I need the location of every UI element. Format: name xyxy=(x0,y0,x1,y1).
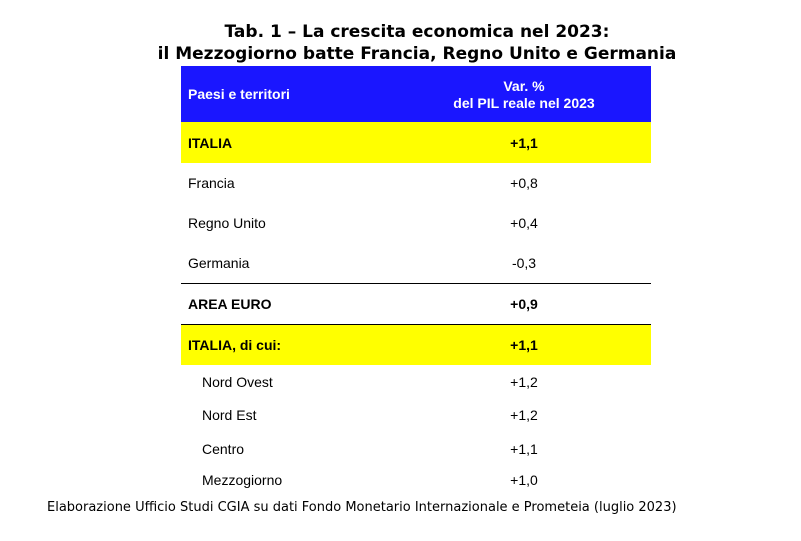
row-value: +1,2 xyxy=(510,374,538,390)
table-row-nord-ovest: Nord Ovest +1,2 xyxy=(181,365,651,399)
row-label: Nord Ovest xyxy=(202,374,273,390)
row-label: ITALIA xyxy=(188,134,233,151)
row-label: Regno Unito xyxy=(188,215,266,231)
row-value: +1,0 xyxy=(510,472,538,488)
row-label: ITALIA, di cui: xyxy=(188,337,282,353)
row-value: +1,1 xyxy=(510,337,538,353)
table-title-line-1: Tab. 1 – La crescita economica nel 2023: xyxy=(224,22,610,42)
row-label: Nord Est xyxy=(202,406,257,423)
table-row-regno-unito: Regno Unito +0,4 xyxy=(181,203,651,243)
source-note: Elaborazione Ufficio Studi CGIA su dati … xyxy=(47,500,677,515)
table-row-italia: ITALIA +1,1 xyxy=(181,122,651,163)
row-label: Francia xyxy=(188,175,235,191)
table-header: Paesi e territori Var. % del PIL reale n… xyxy=(181,66,651,122)
table-title-line-2: il Mezzogiorno batte Francia, Regno Unit… xyxy=(157,44,677,64)
table-row-germania: Germania -0,3 xyxy=(181,243,651,283)
header-gdp-change-line-2: del PIL reale nel 2023 xyxy=(453,95,595,111)
table-row-mezzogiorno: Mezzogiorno +1,0 xyxy=(181,468,651,492)
row-value: +1,1 xyxy=(510,134,538,151)
row-value: +0,9 xyxy=(510,296,538,312)
row-value: +0,4 xyxy=(510,215,538,231)
table-row-italia-di-cui: ITALIA, di cui: +1,1 xyxy=(181,324,651,365)
header-gdp-change: Var. % del PIL reale nel 2023 xyxy=(419,78,629,112)
row-label: AREA EURO xyxy=(188,296,272,312)
row-value: +1,2 xyxy=(510,406,538,423)
row-label: Germania xyxy=(188,255,250,271)
row-label: Mezzogiorno xyxy=(202,472,283,488)
row-value: +1,1 xyxy=(510,441,538,457)
row-label: Centro xyxy=(202,441,245,457)
table-row-area-euro: AREA EURO +0,9 xyxy=(181,283,651,324)
gdp-growth-table: Paesi e territori Var. % del PIL reale n… xyxy=(181,66,651,492)
table-row-centro: Centro +1,1 xyxy=(181,430,651,468)
header-gdp-change-line-1: Var. % xyxy=(503,78,545,94)
row-value: -0,3 xyxy=(511,255,537,271)
table-row-nord-est: Nord Est +1,2 xyxy=(181,399,651,430)
table-row-francia: Francia +0,8 xyxy=(181,163,651,203)
header-countries: Paesi e territori xyxy=(188,86,290,102)
row-value: +0,8 xyxy=(510,175,538,191)
